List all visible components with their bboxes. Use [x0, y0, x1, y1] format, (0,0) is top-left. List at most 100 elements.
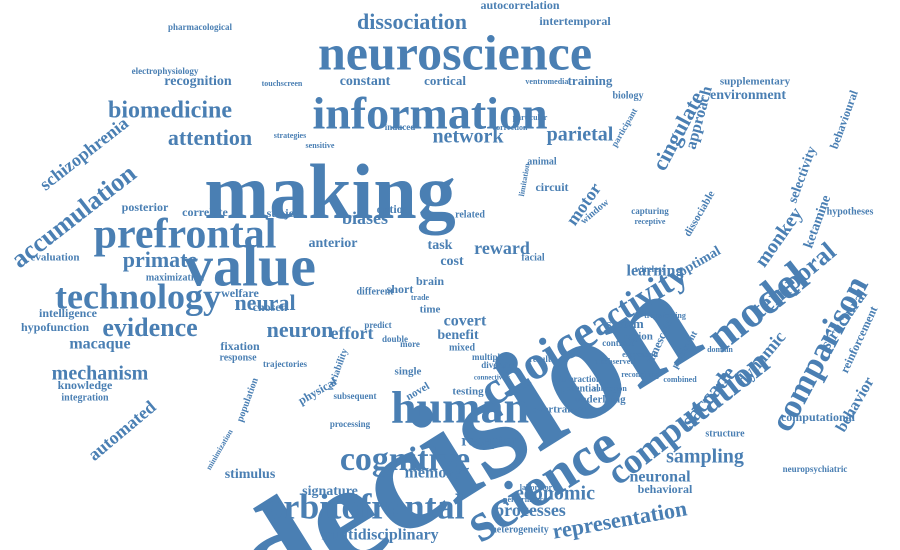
- word-variability: variability: [325, 347, 351, 393]
- word-intertemporal: intertemporal: [539, 14, 611, 28]
- word-subregion: subregion: [593, 384, 627, 393]
- word-mixed: mixed: [449, 342, 476, 353]
- word-computational: computational: [781, 410, 856, 424]
- word-system: system: [606, 316, 644, 331]
- word-wireless: wireless: [635, 264, 666, 274]
- word-prefrontal: prefrontal: [94, 212, 277, 258]
- word-subject: subject: [267, 206, 304, 220]
- word-related: related: [455, 209, 485, 220]
- word-biology: biology: [612, 90, 643, 101]
- word-combined: combined: [663, 375, 697, 384]
- word-neuropsychiatric: neuropsychiatric: [783, 464, 848, 474]
- word-participant: participant: [609, 106, 639, 148]
- word-behavior: behavior: [833, 374, 878, 435]
- word-biomedicine: biomedicine: [108, 98, 232, 124]
- word-connectivity: connectivity: [474, 374, 511, 382]
- word-welfare: welfare: [221, 286, 259, 300]
- word-value: value: [184, 233, 316, 298]
- word-human: human: [391, 382, 529, 433]
- word-constant: constant: [340, 74, 391, 89]
- word-reward: reward: [474, 238, 530, 258]
- word-transferring: transferring: [644, 311, 686, 320]
- word-single: single: [395, 366, 422, 378]
- word-dissociable: dissociable: [682, 189, 718, 239]
- word-biases: biases: [342, 208, 388, 228]
- word-optimal: optimal: [676, 244, 723, 280]
- word-pharmacological: pharmacological: [168, 22, 232, 32]
- word-knowledge: knowledge: [58, 378, 113, 392]
- word-subsequent: subsequent: [333, 391, 376, 401]
- word-hypotheses: hypotheses: [827, 206, 874, 217]
- word-mechanism: mechanism: [52, 363, 149, 385]
- word-cost: cost: [440, 254, 464, 269]
- word-making: making: [204, 148, 455, 235]
- word-time: time: [420, 304, 441, 316]
- word-evidence: evidence: [102, 313, 197, 342]
- word-population: population: [235, 376, 261, 424]
- word-short: short: [387, 282, 414, 296]
- word-intelligence: intelligence: [39, 306, 98, 320]
- word-automated: automated: [84, 397, 160, 465]
- word-environment: environment: [710, 88, 786, 103]
- word-animal: animal: [527, 156, 557, 167]
- word-integration: integration: [61, 392, 109, 403]
- word-predict: predict: [364, 320, 391, 330]
- word-maximization: maximization: [146, 272, 205, 283]
- word-sampling: sampling: [666, 446, 744, 468]
- word-sensitive: sensitive: [306, 141, 335, 150]
- word-learning: learning: [627, 263, 684, 280]
- word-fixation: fixation: [220, 339, 260, 353]
- word-brain: brain: [416, 274, 444, 288]
- word-technology: technology: [55, 276, 221, 316]
- word-facial: facial: [521, 252, 545, 263]
- word-underlying: underlying: [574, 394, 626, 406]
- word-multiple: multiple: [472, 352, 504, 362]
- word-potential: potential: [561, 383, 599, 394]
- word-ventromedial: ventromedial: [525, 77, 571, 86]
- word-dissociation: dissociation: [357, 9, 467, 34]
- word-stimulus: stimulus: [225, 467, 276, 482]
- word-primate: primate: [123, 247, 198, 272]
- word-cortical: cortical: [424, 73, 466, 88]
- word-region: region: [623, 331, 653, 343]
- word-behavioral: behavioral: [638, 482, 693, 496]
- word-network: network: [432, 126, 504, 148]
- word-double: double: [382, 334, 408, 344]
- word-information: information: [312, 88, 547, 139]
- word-unobserved: unobserved: [595, 357, 635, 366]
- word-different: different: [356, 286, 394, 297]
- word-laboratory: laboratory: [520, 483, 556, 492]
- word-posterior: posterior: [122, 200, 169, 214]
- word-touchscreen: touchscreen: [262, 79, 303, 88]
- word-chosen: chosen: [253, 300, 288, 314]
- word-neuroscience: neuroscience: [318, 24, 592, 80]
- word-particular: particular: [513, 113, 548, 122]
- word-processes: processes: [494, 500, 566, 520]
- word-heterogeneity: heterogeneity: [491, 524, 549, 535]
- word-minimization: minimization: [204, 427, 235, 471]
- word-domain: domain: [707, 345, 733, 354]
- word-correction: correction: [493, 123, 528, 132]
- word-hypofunction: hypofunction: [21, 320, 89, 334]
- word-processing: processing: [330, 419, 371, 429]
- word-effort: effort: [331, 323, 374, 343]
- word-macaque: macaque: [69, 336, 130, 353]
- word-supplementary: supplementary: [720, 76, 791, 88]
- word-receptive: receptive: [635, 217, 666, 226]
- word-neural: neural: [234, 290, 295, 315]
- word-option: option: [377, 202, 410, 216]
- word-economic: economic: [515, 483, 595, 505]
- word-covert: covert: [444, 313, 487, 330]
- word-autocorrelation: autocorrelation: [480, 0, 559, 12]
- word-correlate: correlate: [182, 205, 228, 219]
- word-task: task: [428, 238, 453, 253]
- word-behavioural: behavioural: [827, 88, 861, 151]
- word-interaction: interaction: [559, 374, 601, 384]
- word-trade: trade: [411, 293, 430, 302]
- word-result: result: [529, 354, 551, 364]
- word-strategies: strategies: [274, 131, 306, 140]
- word-parietal: parietal: [547, 124, 614, 146]
- word-structure: structure: [705, 428, 745, 439]
- word-neuronal: neuronal: [629, 469, 691, 486]
- word-testing: testing: [452, 386, 484, 398]
